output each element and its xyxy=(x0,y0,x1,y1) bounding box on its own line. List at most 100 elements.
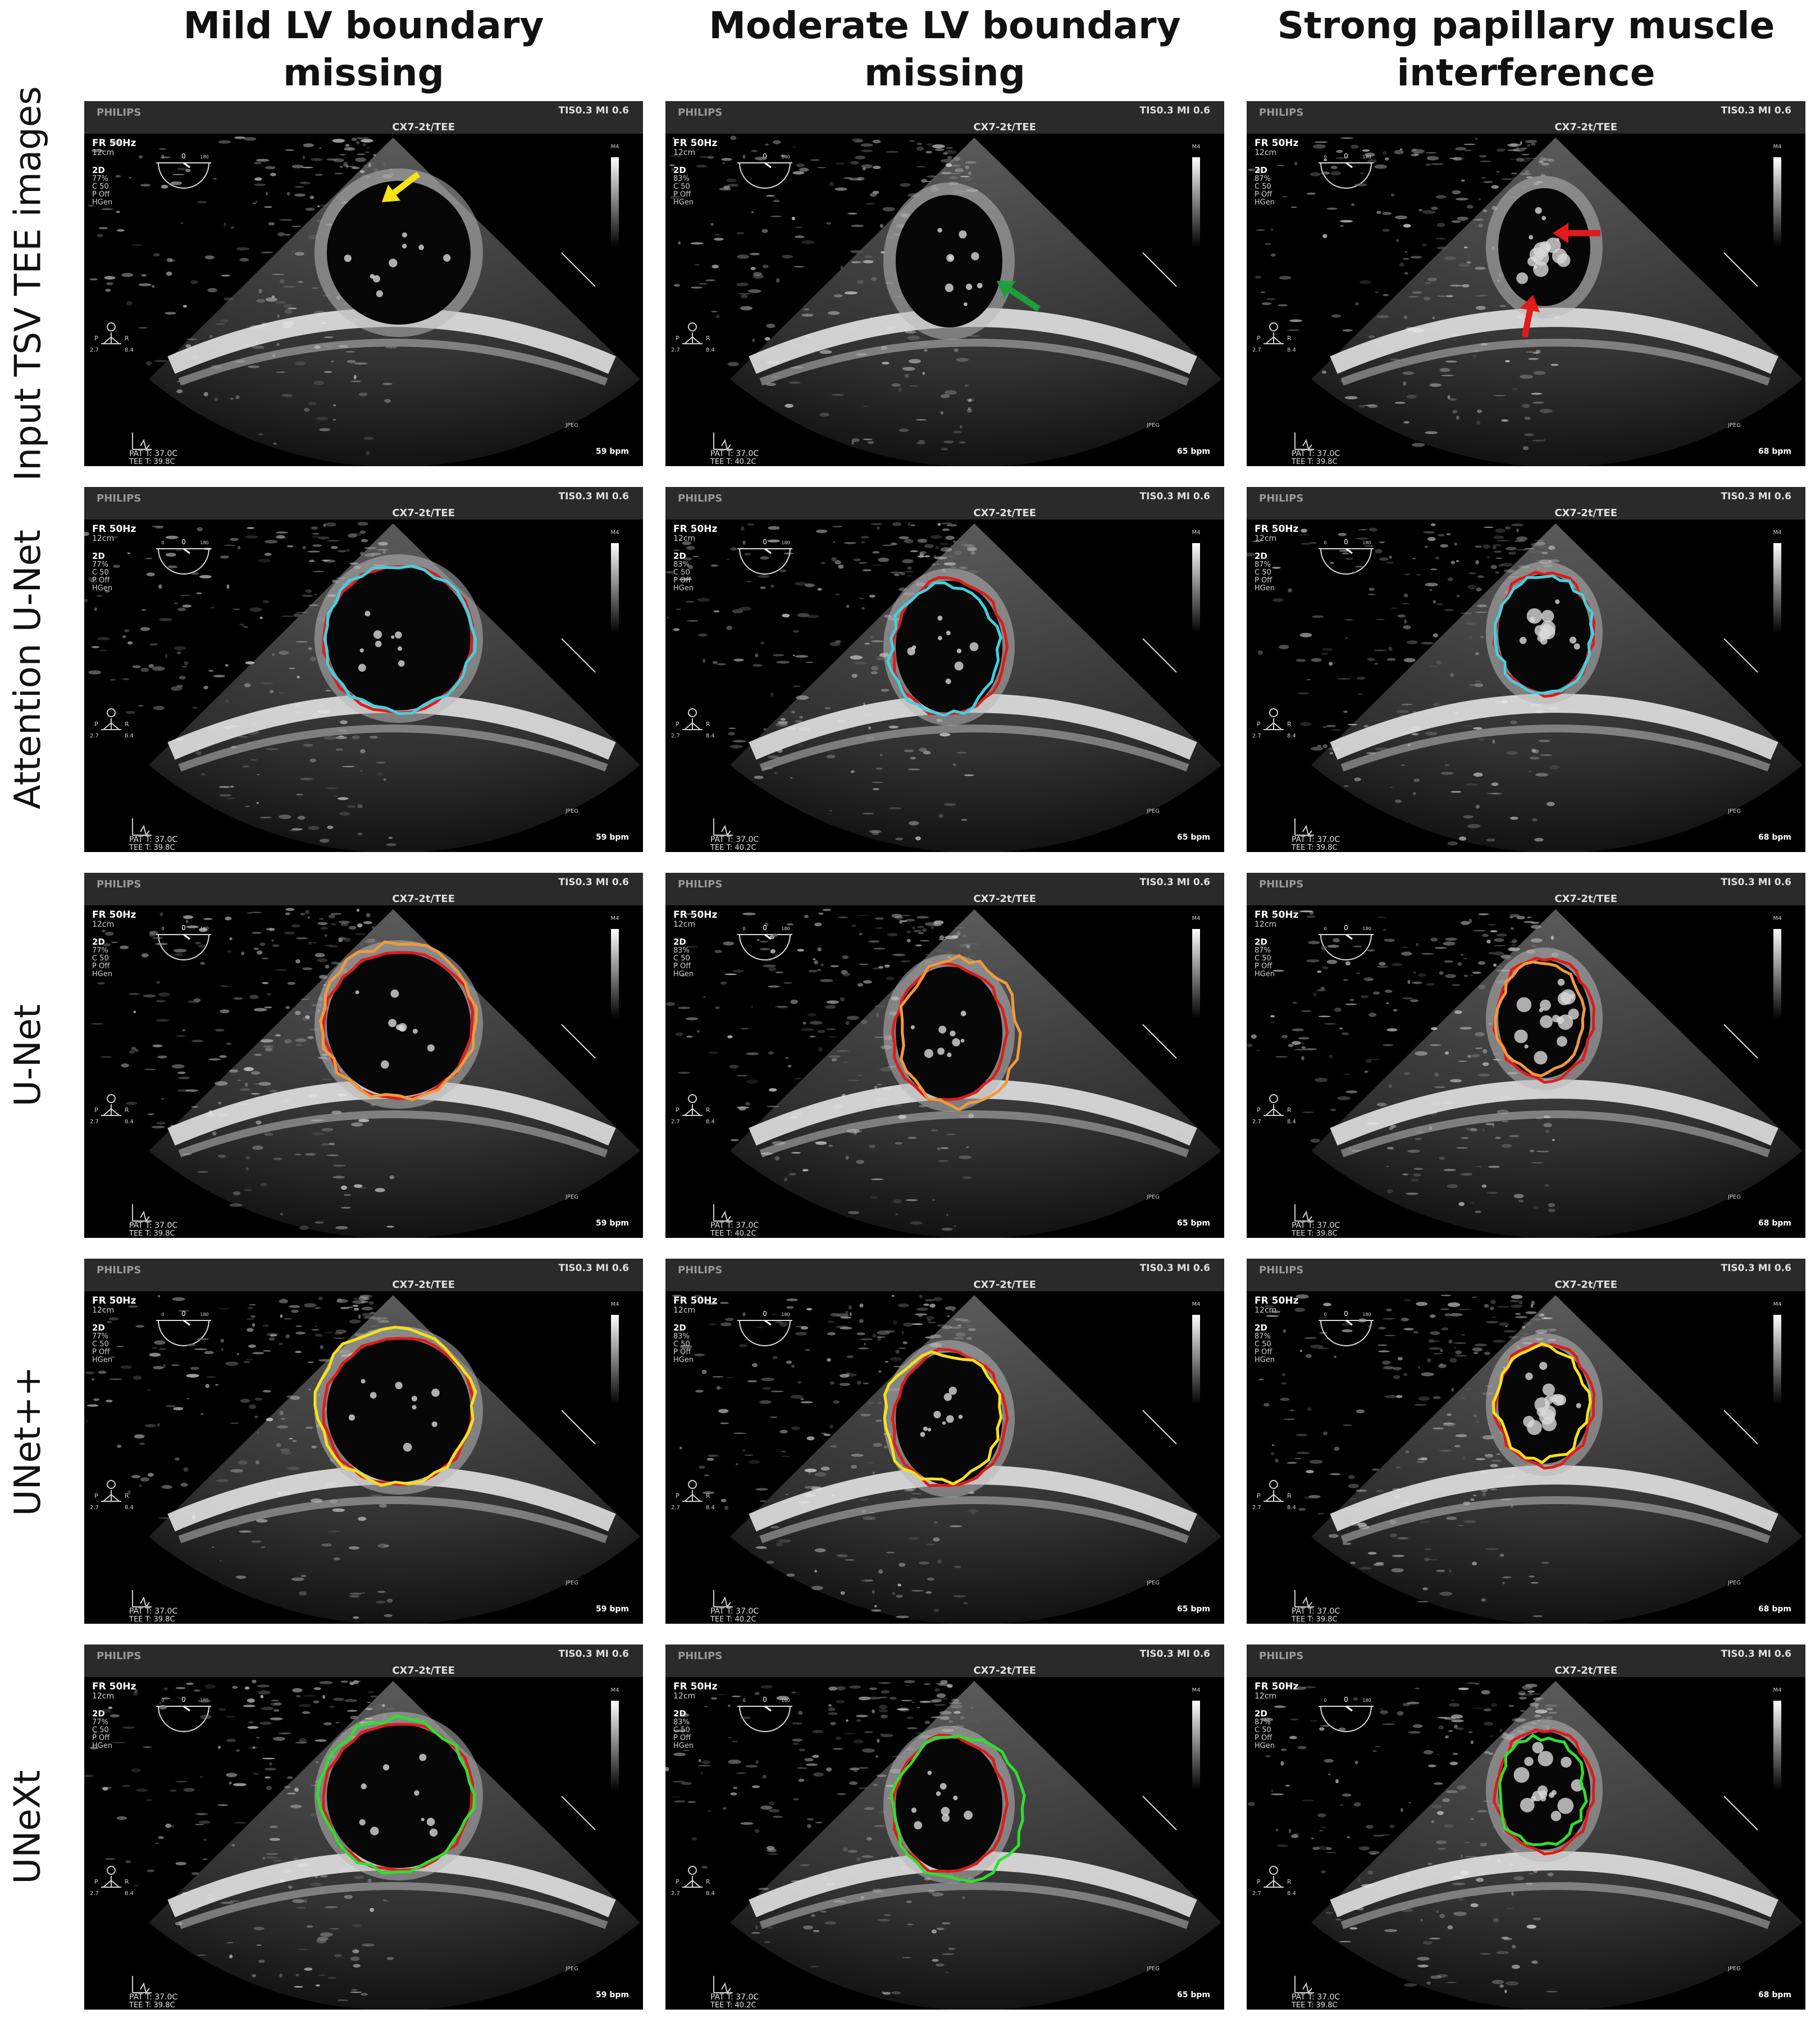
lv-cavity xyxy=(327,181,471,325)
orientation-marker-icon: P R 2.7 8.4 xyxy=(1252,1094,1296,1125)
ground-truth-contour xyxy=(1492,1342,1596,1470)
header-bar xyxy=(1247,1259,1805,1291)
column-header-line2: interference xyxy=(1397,51,1655,94)
brand-label: PHILIPS xyxy=(678,1264,722,1276)
r-label: R xyxy=(125,721,129,728)
tis-mi-label: TIS0.3 MI 0.6 xyxy=(1721,105,1791,116)
brand-label: PHILIPS xyxy=(97,107,141,119)
hgen-label: HGen xyxy=(673,970,694,978)
r-label: R xyxy=(706,1492,710,1500)
scale-value-1: 2.7 xyxy=(671,1119,680,1125)
ecg-trace-icon xyxy=(713,818,733,837)
echo-panel: PHILIPS TIS0.3 MI 0.6 CX7-2t/TEE FR 50Hz 12c… xyxy=(665,873,1224,1238)
m4-label: M4 xyxy=(1192,1301,1201,1308)
brand-label: PHILIPS xyxy=(1259,1650,1303,1662)
angle-indicator: 0 0 180 xyxy=(1319,1696,1374,1732)
tis-mi-label: TIS0.3 MI 0.6 xyxy=(559,491,629,502)
m4-label: M4 xyxy=(1773,915,1782,922)
angle-indicator: 0 0 180 xyxy=(156,1310,211,1346)
gain-pct: 83% xyxy=(673,175,690,183)
angle-max: 180 xyxy=(781,926,790,931)
jpeg-label: JPEG xyxy=(1146,422,1160,429)
pat-temp: PAT T: 37.0C xyxy=(1292,1607,1340,1616)
c-label: C 50 xyxy=(673,183,690,191)
scale-value-1: 2.7 xyxy=(1252,733,1261,739)
c-label: C 50 xyxy=(1255,183,1271,191)
tee-temp: TEE T: 40.2C xyxy=(710,1615,756,1624)
angle-min: 0 xyxy=(161,1312,164,1317)
r-label: R xyxy=(706,721,710,728)
gain-pct: 77% xyxy=(92,175,108,183)
column-header-line1: Mild LV boundary xyxy=(183,3,544,47)
depth-label: 12cm xyxy=(1255,534,1276,543)
r-label: R xyxy=(125,1878,129,1885)
echo-panel: PHILIPS TIS0.3 MI 0.6 CX7-2t/TEE FR 50Hz 12c… xyxy=(665,1645,1224,2010)
probe-label: CX7-2t/TEE xyxy=(392,893,455,905)
hgen-label: HGen xyxy=(673,1356,694,1364)
header-bar xyxy=(665,1645,1224,1677)
header-bar xyxy=(1247,487,1805,520)
tis-mi-label: TIS0.3 MI 0.6 xyxy=(1140,1648,1210,1660)
pat-temp: PAT T: 37.0C xyxy=(1292,1993,1340,2002)
probe-label: CX7-2t/TEE xyxy=(392,1279,455,1291)
probe-label: CX7-2t/TEE xyxy=(392,507,455,519)
echo-image: PHILIPS TIS0.3 MI 0.6 CX7-2t/TEE FR 50Hz12c… xyxy=(84,487,643,852)
column-header-line1: Moderate LV boundary xyxy=(709,3,1181,47)
jpeg-label: JPEG xyxy=(1727,1580,1741,1586)
grayscale-bar xyxy=(1192,157,1200,247)
scale-value-2: 8.4 xyxy=(125,347,134,353)
mode-label: 2D xyxy=(1255,1709,1267,1719)
frame-rate: FR 50Hz xyxy=(92,909,136,921)
angle-zero: 0 xyxy=(181,538,186,546)
angle-zero: 0 xyxy=(1344,924,1348,932)
hgen-label: HGen xyxy=(92,1356,112,1364)
tis-mi-label: TIS0.3 MI 0.6 xyxy=(1140,1263,1210,1274)
depth-label: 12cm xyxy=(1255,1306,1276,1315)
p-off-label: P Off xyxy=(92,576,110,585)
p-label: P xyxy=(1257,1106,1261,1114)
header-bar xyxy=(665,101,1224,134)
m4-label: M4 xyxy=(611,1687,619,1693)
angle-indicator: 0 0 180 xyxy=(1319,538,1374,575)
scale-value-1: 2.7 xyxy=(90,347,99,353)
caliper-mark xyxy=(561,1024,596,1059)
orientation-marker-icon: P R 2.7 8.4 xyxy=(671,1480,715,1511)
frame-rate: FR 50Hz xyxy=(1255,138,1299,149)
scale-value-2: 8.4 xyxy=(125,733,134,739)
predicted-contour xyxy=(899,954,1022,1112)
m4-label: M4 xyxy=(611,915,619,922)
scale-value-2: 8.4 xyxy=(125,1119,134,1125)
frame-rate: FR 50Hz xyxy=(1255,1681,1299,1692)
r-label: R xyxy=(1287,1106,1292,1114)
echo-panel: PHILIPS TIS0.3 MI 0.6 CX7-2t/TEE FR 50Hz 12c… xyxy=(1247,1259,1805,1624)
gain-pct: 77% xyxy=(92,946,108,955)
ground-truth-contour xyxy=(322,1337,475,1486)
heart-rate: 59 bpm xyxy=(596,1605,629,1614)
scale-value-1: 2.7 xyxy=(1252,1891,1261,1897)
p-off-label: P Off xyxy=(1255,1734,1272,1742)
frame-rate: FR 50Hz xyxy=(1255,909,1299,921)
heart-rate: 65 bpm xyxy=(1177,1990,1210,1999)
pat-temp: PAT T: 37.0C xyxy=(129,449,177,458)
scale-value-2: 8.4 xyxy=(125,1505,134,1511)
gain-pct: 77% xyxy=(92,561,108,569)
mode-label: 2D xyxy=(1255,1323,1267,1333)
p-label: P xyxy=(676,1878,679,1885)
scale-value-1: 2.7 xyxy=(1252,347,1261,353)
p-label: P xyxy=(676,335,679,342)
echo-panel: PHILIPS TIS0.3 MI 0.6 CX7-2t/TEE FR 50Hz 12c… xyxy=(1247,1645,1805,2010)
scale-value-2: 8.4 xyxy=(1287,1119,1296,1125)
grayscale-bar xyxy=(611,157,619,247)
r-label: R xyxy=(1287,1492,1292,1500)
echo-panel: PHILIPS TIS0.3 MI 0.6 CX7-2t/TEE FR 50Hz 12c… xyxy=(665,101,1224,466)
brand-label: PHILIPS xyxy=(1259,1264,1303,1276)
predicted-contour xyxy=(319,940,478,1101)
brand-label: PHILIPS xyxy=(97,493,141,504)
echo-panel: PHILIPS TIS0.3 MI 0.6 CX7-2t/TEE FR 50Hz 12c… xyxy=(84,101,643,466)
orientation-marker-icon: P R 2.7 8.4 xyxy=(1252,1866,1296,1897)
frame-rate: FR 50Hz xyxy=(92,1295,136,1306)
ecg-trace-icon xyxy=(132,1590,152,1609)
scale-value-1: 2.7 xyxy=(671,1891,680,1897)
grayscale-bar xyxy=(1192,543,1200,633)
scale-value-1: 2.7 xyxy=(671,733,680,739)
